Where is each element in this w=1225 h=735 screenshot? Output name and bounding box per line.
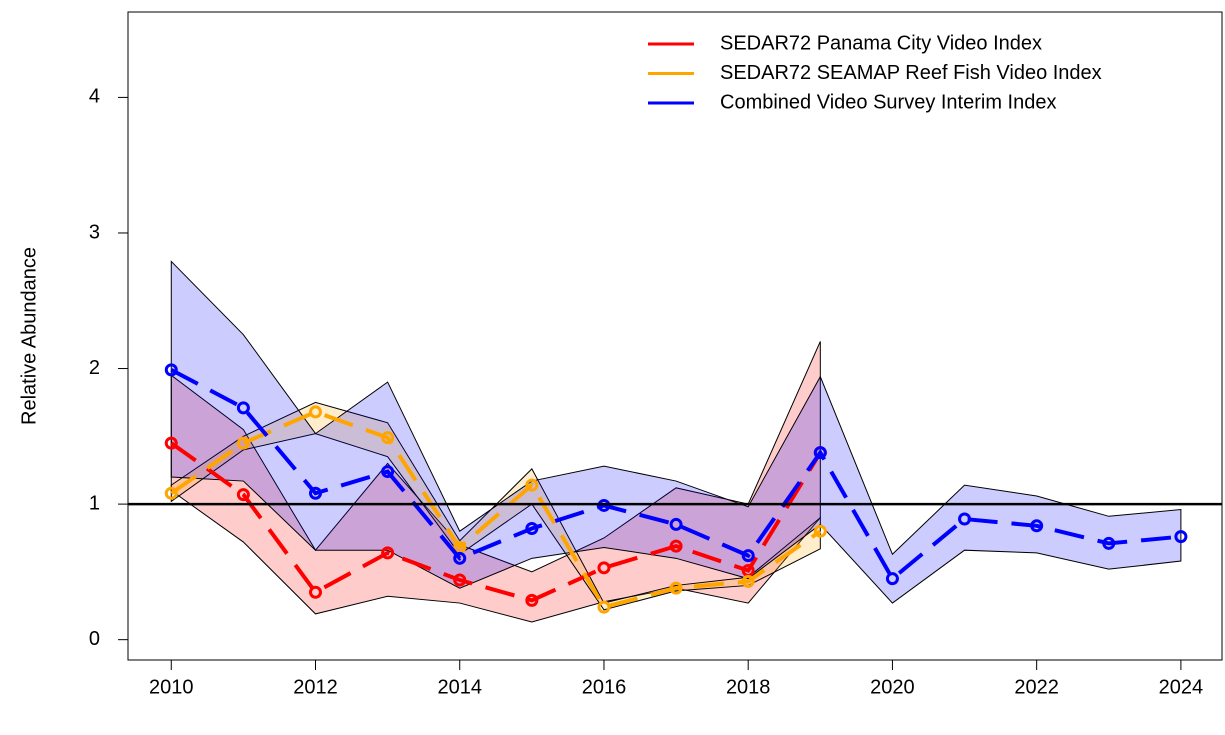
data-point <box>381 546 395 560</box>
data-point <box>164 436 178 450</box>
data-point <box>309 405 323 419</box>
series-line <box>170 368 1182 582</box>
x-tick-label: 2016 <box>582 676 627 698</box>
data-point <box>741 574 755 588</box>
legend-label: SEDAR72 Panama City Video Index <box>720 32 1042 54</box>
data-point <box>236 488 250 502</box>
data-point <box>236 436 250 450</box>
x-tick-label: 2020 <box>870 676 915 698</box>
data-point <box>453 573 467 587</box>
data-point <box>597 600 611 614</box>
data-point <box>525 593 539 607</box>
y-tick-label: 0 <box>89 628 100 650</box>
y-tick-label: 4 <box>89 86 100 108</box>
data-point <box>164 363 178 377</box>
data-point <box>669 539 683 553</box>
plot-frame <box>127 11 1223 661</box>
data-point <box>164 486 178 500</box>
x-tick-label: 2010 <box>149 676 194 698</box>
data-point <box>309 486 323 500</box>
data-point <box>741 549 755 563</box>
data-point <box>597 561 611 575</box>
data-point <box>1030 519 1044 533</box>
y-tick-label: 2 <box>89 357 100 379</box>
x-tick-label: 2022 <box>1014 676 1059 698</box>
data-point <box>885 572 899 586</box>
data-point <box>958 512 972 526</box>
data-point <box>381 465 395 479</box>
data-point <box>1174 530 1188 544</box>
data-point <box>525 522 539 536</box>
x-tick-label: 2014 <box>437 676 482 698</box>
data-point <box>381 431 395 445</box>
data-point <box>813 446 827 460</box>
data-point <box>525 478 539 492</box>
x-tick-label: 2018 <box>726 676 771 698</box>
x-tick-label: 2012 <box>293 676 338 698</box>
data-point <box>669 517 683 531</box>
data-point <box>236 401 250 415</box>
data-point <box>309 585 323 599</box>
data-point <box>813 524 827 538</box>
x-tick-label: 2024 <box>1159 676 1204 698</box>
y-tick-label: 3 <box>89 221 100 243</box>
data-point <box>453 551 467 565</box>
y-tick-label: 1 <box>89 492 100 514</box>
data-point <box>669 581 683 595</box>
data-point <box>597 498 611 512</box>
data-point <box>1102 536 1116 550</box>
legend-label: Combined Video Survey Interim Index <box>720 91 1056 113</box>
series-line <box>170 409 822 610</box>
legend-label: SEDAR72 SEAMAP Reef Fish Video Index <box>720 62 1102 84</box>
y-axis-label: Relative Abundance <box>18 247 40 425</box>
series-line <box>170 441 823 603</box>
